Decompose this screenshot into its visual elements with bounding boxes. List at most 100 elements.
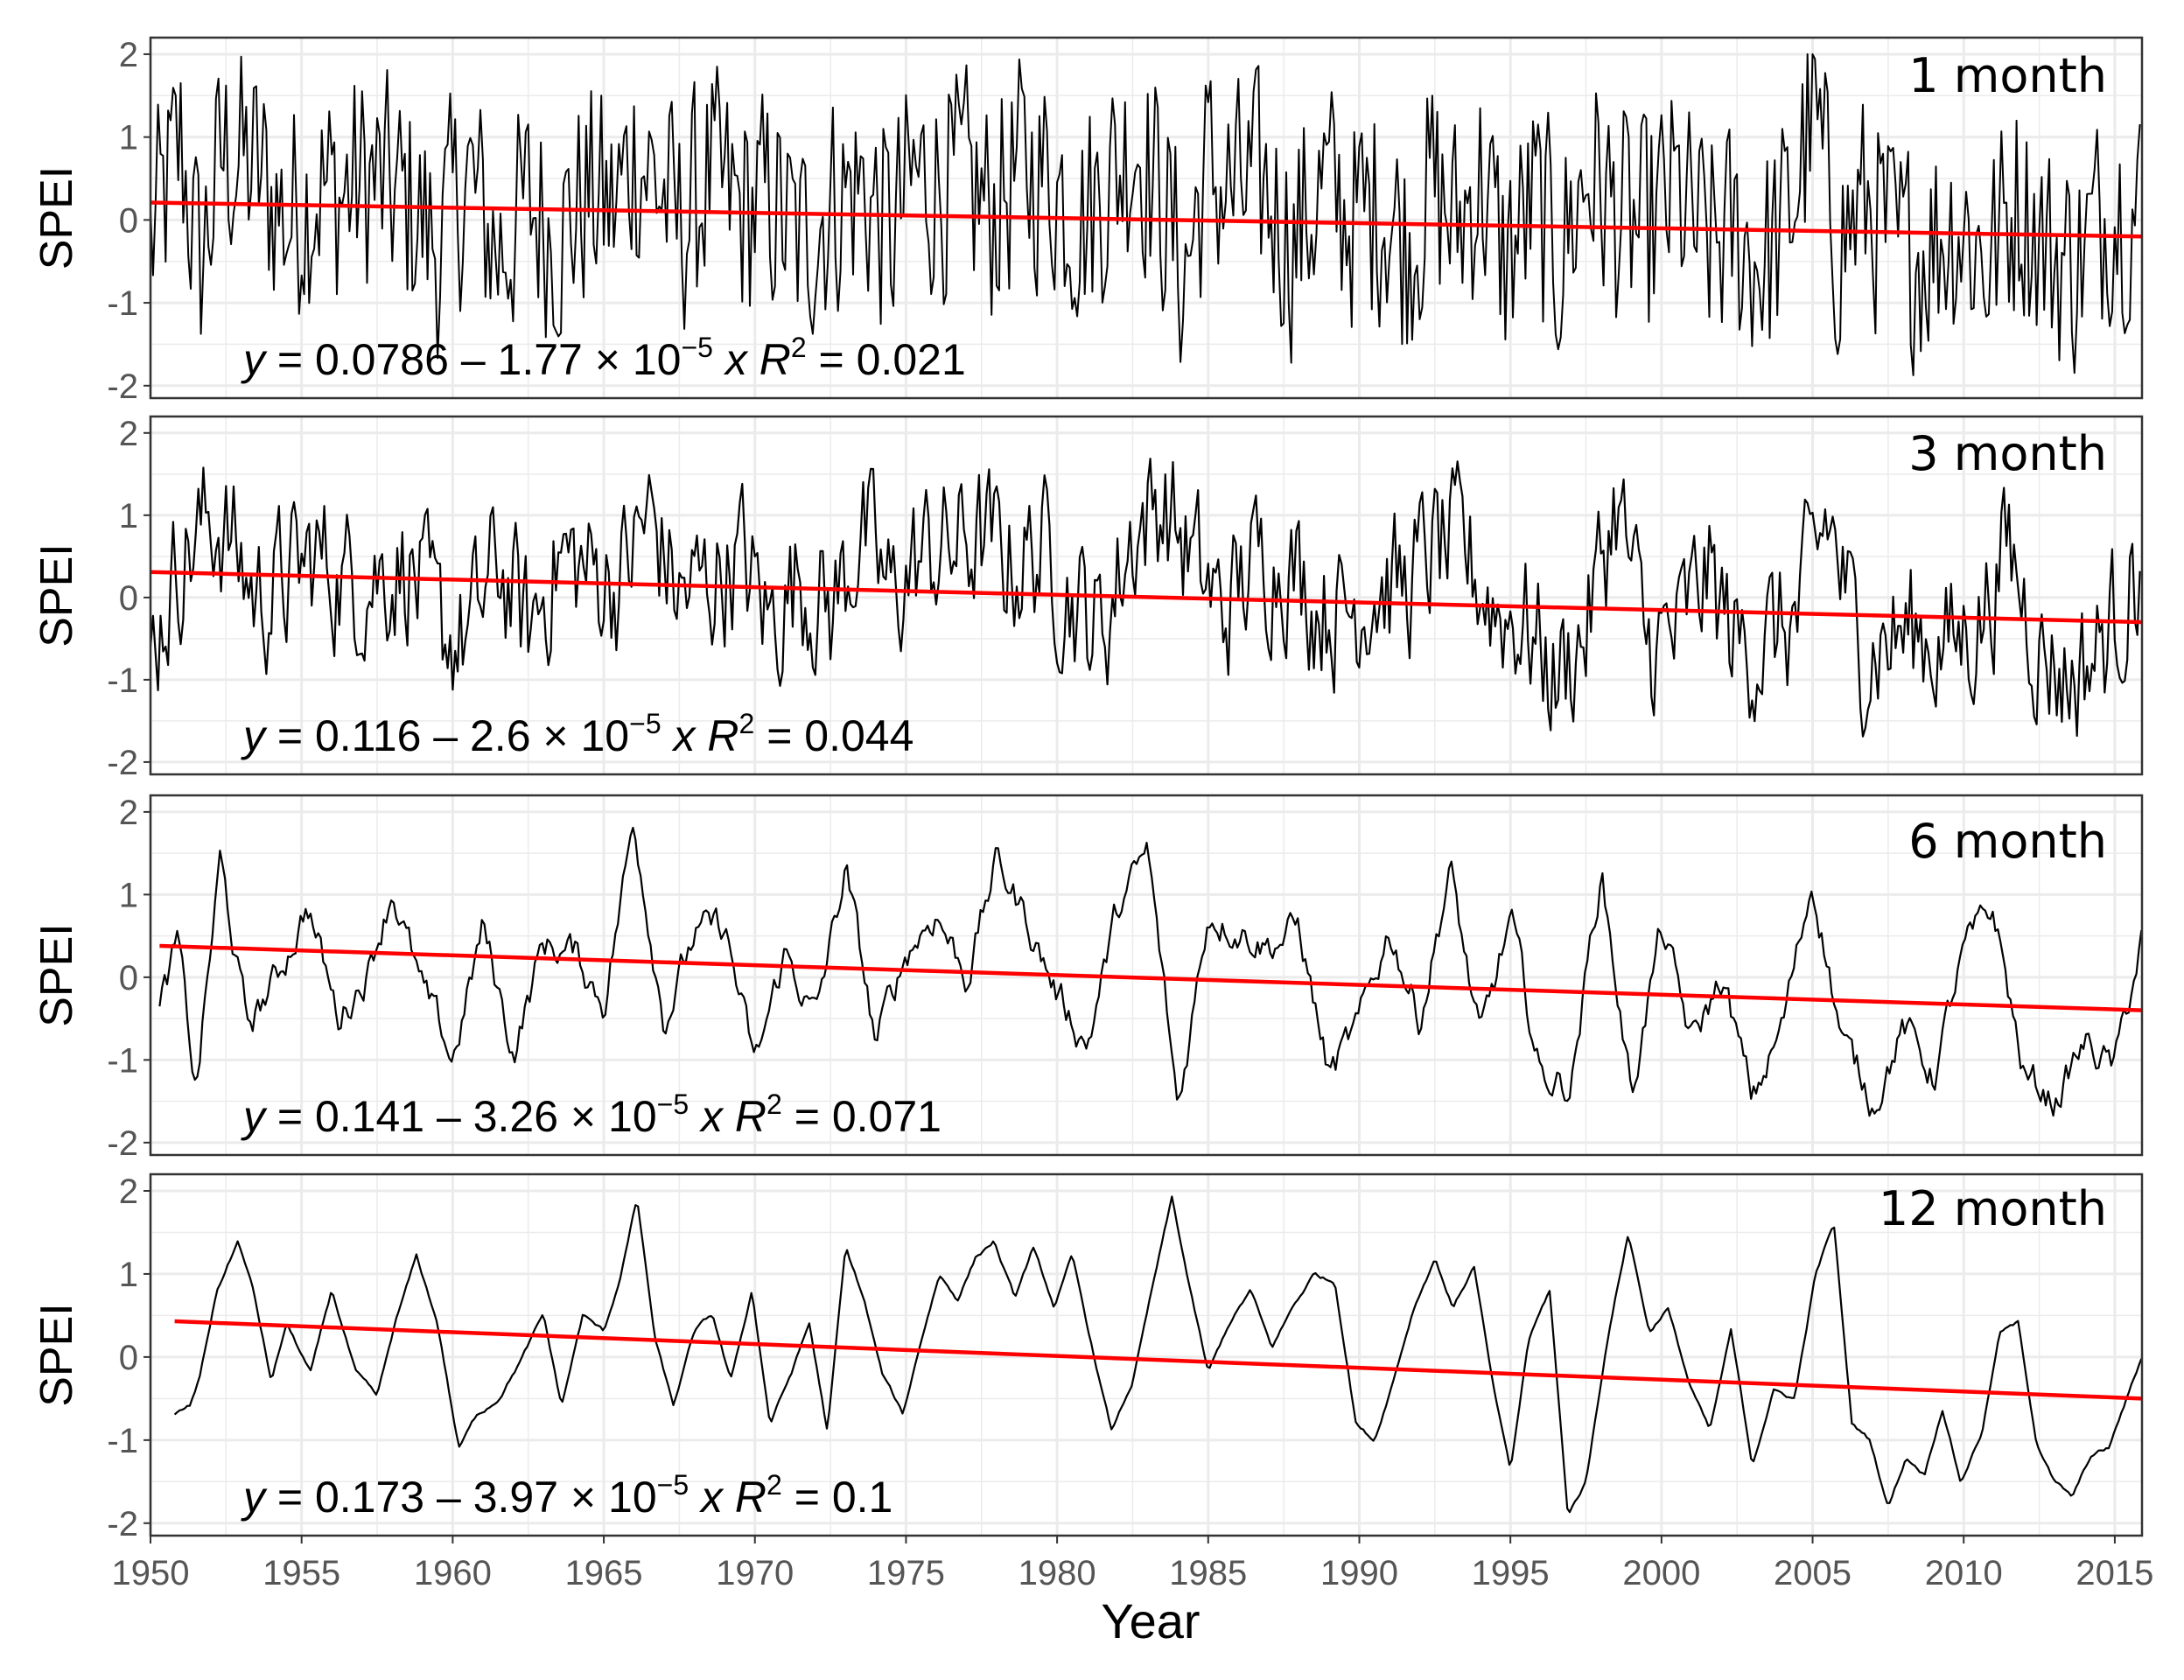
eq-x: x <box>689 1473 724 1522</box>
eq-exponent: −5 <box>629 708 661 739</box>
eq-coefficient: 3.26 <box>473 1092 558 1141</box>
grid <box>149 416 2142 774</box>
x-tick-label: 2015 <box>2076 1554 2153 1592</box>
eq-times: × <box>558 1092 608 1141</box>
x-tick-label: 1985 <box>1169 1554 1247 1592</box>
eq-r: R <box>723 1473 766 1522</box>
eq-intercept: 0.0786 <box>315 335 449 384</box>
y-axis-title: SPEI <box>32 166 82 270</box>
spei-series-line <box>149 458 2141 738</box>
eq-equals: = <box>265 335 315 384</box>
panel-1: -2 -1 0 1 2 SPEI 1 month y = 0.0786 – 1.77 × 10… <box>32 36 2144 406</box>
eq-r-exponent: 2 <box>739 708 755 739</box>
eq-r-exponent: 2 <box>791 332 807 363</box>
eq-r-exponent: 2 <box>766 1469 782 1501</box>
grid <box>149 1174 2142 1536</box>
x-tick-label: 1975 <box>867 1554 945 1592</box>
eq-base: 10 <box>608 1473 657 1522</box>
panel-frame <box>149 36 2144 400</box>
panel-label: 3 month <box>1908 426 2107 481</box>
x-tick-label: 1980 <box>1018 1554 1096 1592</box>
eq-times: × <box>583 335 633 384</box>
panel-3: -2 -1 0 1 2 SPEI 6 month y = 0.141 – 3.26 × 10−… <box>32 794 2144 1163</box>
y-axis-title: SPEI <box>32 1303 82 1407</box>
eq-r: R <box>723 1092 766 1141</box>
trend-line <box>174 1319 2143 1401</box>
eq-minus: – <box>424 1473 473 1522</box>
eq-y: y <box>241 711 268 760</box>
regression-equation: y = 0.0786 – 1.77 × 10−5 x R2 = 0.021 <box>241 332 966 384</box>
panel-label: 1 month <box>1908 48 2107 103</box>
x-tick-label: 1950 <box>112 1554 190 1592</box>
y-axis-title: SPEI <box>32 543 82 648</box>
eq-r-equals: = <box>782 1092 832 1141</box>
panel-4: -2 -1 0 1 2 SPEI 12 month y = 0.173 – 3.97 × 10… <box>32 1172 2144 1544</box>
x-tick-label: 1965 <box>565 1554 643 1592</box>
x-axis-title: Year <box>1101 1593 1200 1648</box>
panel-frame <box>149 1172 2144 1537</box>
eq-base: 10 <box>608 1092 657 1141</box>
y-tick-label: -1 <box>107 284 138 323</box>
y-tick-label: 1 <box>119 876 138 914</box>
eq-x: x <box>713 335 749 384</box>
y-tick-label: 1 <box>119 497 138 536</box>
eq-equals: = <box>265 1473 315 1522</box>
panel-2: -2 -1 0 1 2 SPEI 3 month y = 0.116 – 2.6 × 10−5… <box>32 415 2144 782</box>
trend-line <box>150 570 2143 625</box>
y-tick-label: -1 <box>107 1041 138 1080</box>
regression-equation: y = 0.141 – 3.26 × 10−5 x R2 = 0.071 <box>241 1088 942 1141</box>
eq-y: y <box>241 1092 268 1141</box>
eq-intercept: 0.116 <box>315 711 421 760</box>
eq-minus: – <box>421 711 470 760</box>
eq-equals: = <box>265 1092 315 1141</box>
eq-y: y <box>241 1473 268 1522</box>
y-tick-label: -2 <box>107 744 138 782</box>
x-tick-label: 2005 <box>1774 1554 1852 1592</box>
x-tick-label: 1955 <box>262 1554 340 1592</box>
eq-r2-value: 0.1 <box>832 1473 893 1522</box>
eq-r2-value: 0.071 <box>832 1092 942 1141</box>
y-tick-label: 1 <box>119 1256 138 1294</box>
eq-base: 10 <box>581 711 630 760</box>
spei-series-line <box>173 1195 2143 1514</box>
y-tick-label: 0 <box>119 1339 138 1377</box>
eq-y: y <box>241 335 268 384</box>
panel-label: 6 month <box>1908 814 2107 869</box>
panel-frame <box>149 794 2144 1157</box>
y-tick-label: 2 <box>119 794 138 832</box>
eq-coefficient: 1.77 <box>498 335 583 384</box>
y-tick-label: 0 <box>119 579 138 618</box>
y-axis-title: SPEI <box>32 923 82 1027</box>
eq-r: R <box>696 711 739 760</box>
eq-r2-value: 0.044 <box>804 711 914 760</box>
panel-label: 12 month <box>1879 1181 2107 1236</box>
eq-r2-value: 0.021 <box>857 335 966 384</box>
trend-line <box>150 200 2143 239</box>
eq-r-equals: = <box>807 335 857 384</box>
y-tick-label: 1 <box>119 119 138 158</box>
y-tick-label: 2 <box>119 1172 138 1211</box>
eq-exponent: −5 <box>657 1088 689 1120</box>
x-tick-label: 1970 <box>716 1554 794 1592</box>
eq-intercept: 0.141 <box>315 1092 424 1141</box>
panel-frame <box>149 415 2144 776</box>
eq-r-equals: = <box>782 1473 832 1522</box>
eq-exponent: −5 <box>681 332 712 363</box>
eq-times: × <box>558 1473 608 1522</box>
x-tick-label: 1995 <box>1472 1554 1550 1592</box>
eq-x: x <box>662 711 697 760</box>
x-tick-label: 2000 <box>1622 1554 1700 1592</box>
spei-series-line <box>158 826 2143 1117</box>
eq-minus: – <box>424 1092 473 1141</box>
eq-x: x <box>689 1092 724 1141</box>
y-tick-label: -2 <box>107 1124 138 1163</box>
eq-r-equals: = <box>754 711 804 760</box>
regression-equation: y = 0.116 – 2.6 × 10−5 x R2 = 0.044 <box>241 708 914 760</box>
spei-series-line <box>150 52 2141 376</box>
eq-coefficient: 2.6 <box>470 711 531 760</box>
eq-equals: = <box>265 711 315 760</box>
eq-intercept: 0.173 <box>315 1473 424 1522</box>
eq-times: × <box>531 711 581 760</box>
x-tick-label: 2010 <box>1925 1554 2003 1592</box>
